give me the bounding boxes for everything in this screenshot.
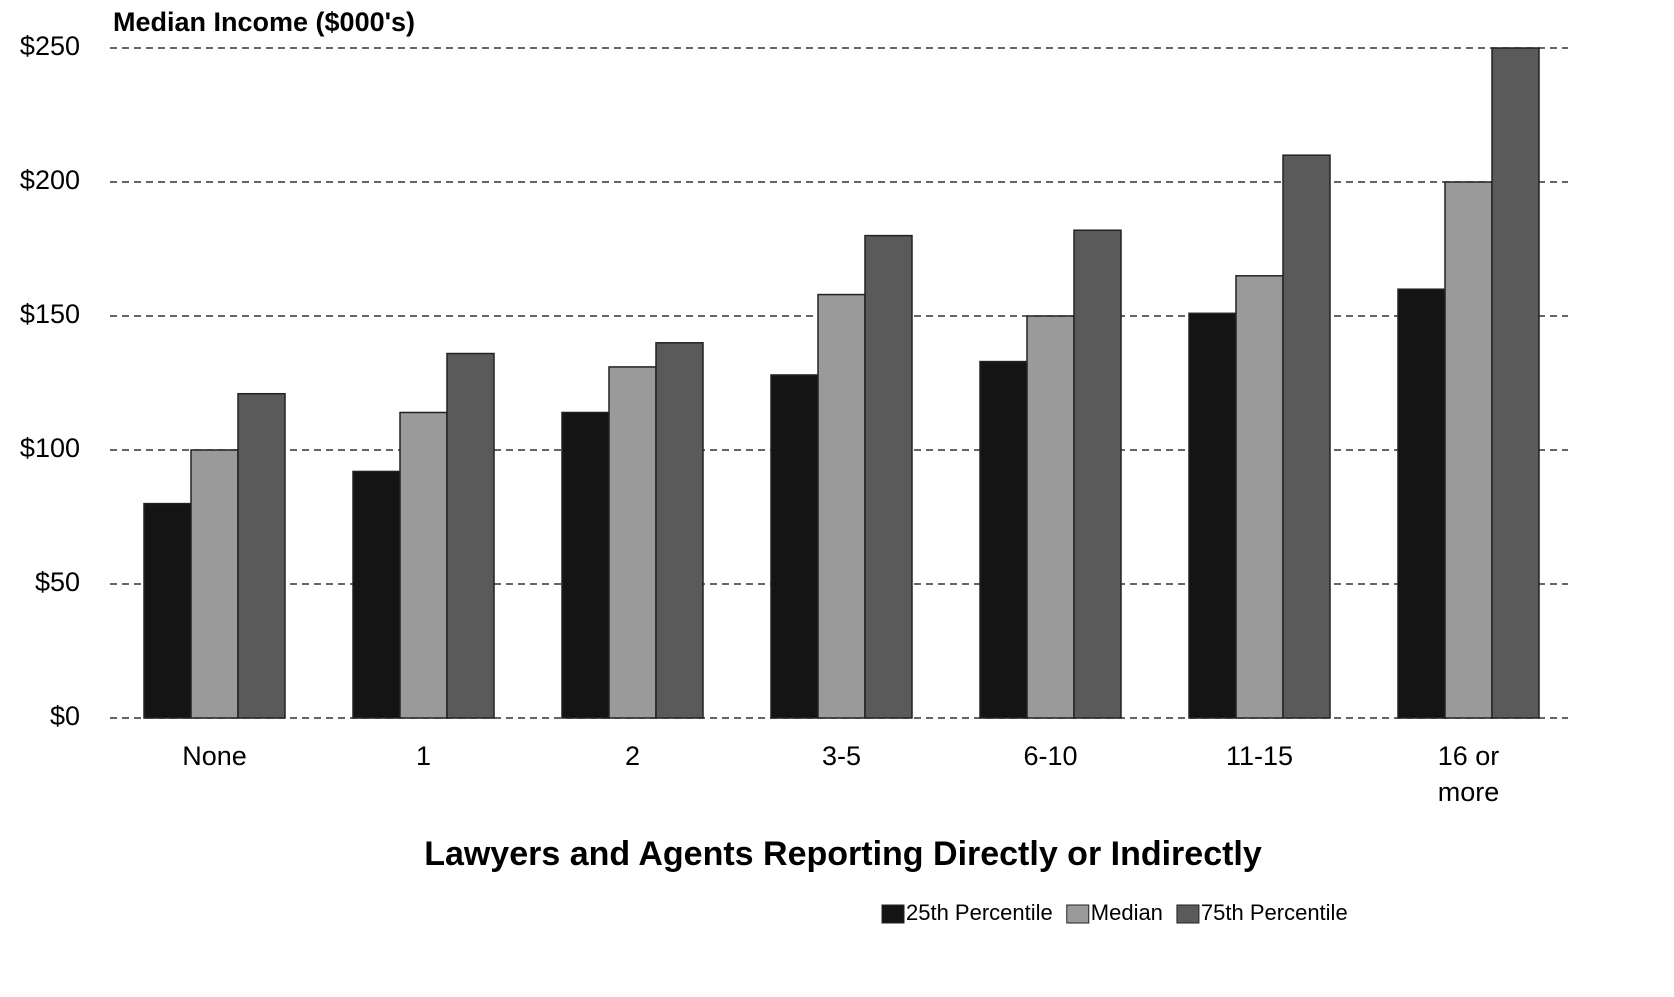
x-tick-label: 1 <box>415 741 432 771</box>
legend-swatch <box>1176 904 1200 924</box>
x-tick-label: 16 or more <box>1437 741 1500 807</box>
y-tick-label: $0 <box>50 701 80 731</box>
y-tick-label: $50 <box>35 567 80 597</box>
bar <box>1026 315 1075 719</box>
legend-label: 75th Percentile <box>1201 900 1348 925</box>
legend-label: 25th Percentile <box>906 900 1053 925</box>
bar <box>817 293 866 719</box>
bar <box>237 392 286 719</box>
legend-swatch <box>881 904 905 924</box>
chart-title: Median Income ($000's) <box>113 7 415 37</box>
bar <box>655 342 704 719</box>
x-tick-label: 2 <box>624 741 641 771</box>
bar <box>561 411 610 719</box>
x-axis-label: Lawyers and Agents Reporting Directly or… <box>424 835 1262 873</box>
bar <box>979 360 1028 719</box>
bar <box>352 470 401 719</box>
bar <box>1282 154 1331 719</box>
y-tick-label: $250 <box>20 31 80 61</box>
x-tick-label: 3-5 <box>821 741 862 771</box>
bar <box>1444 181 1493 719</box>
y-tick-label: $150 <box>20 299 80 329</box>
bar <box>1397 288 1446 719</box>
bar <box>1188 312 1237 719</box>
x-tick-label: 11-15 <box>1225 741 1294 771</box>
bar <box>770 374 819 719</box>
legend-swatch <box>1066 904 1090 924</box>
bar <box>608 366 657 719</box>
bar <box>1491 47 1540 719</box>
y-tick-label: $100 <box>20 433 80 463</box>
bar <box>143 502 192 719</box>
bar <box>446 352 495 719</box>
x-tick-label: 6-10 <box>1023 741 1078 771</box>
bar <box>1073 229 1122 719</box>
x-tick-label: None <box>182 741 247 771</box>
bar <box>864 234 913 719</box>
legend-label: Median <box>1091 900 1163 925</box>
bar <box>1235 275 1284 719</box>
bar <box>190 449 239 719</box>
bar <box>399 411 448 719</box>
y-tick-label: $200 <box>20 165 80 195</box>
